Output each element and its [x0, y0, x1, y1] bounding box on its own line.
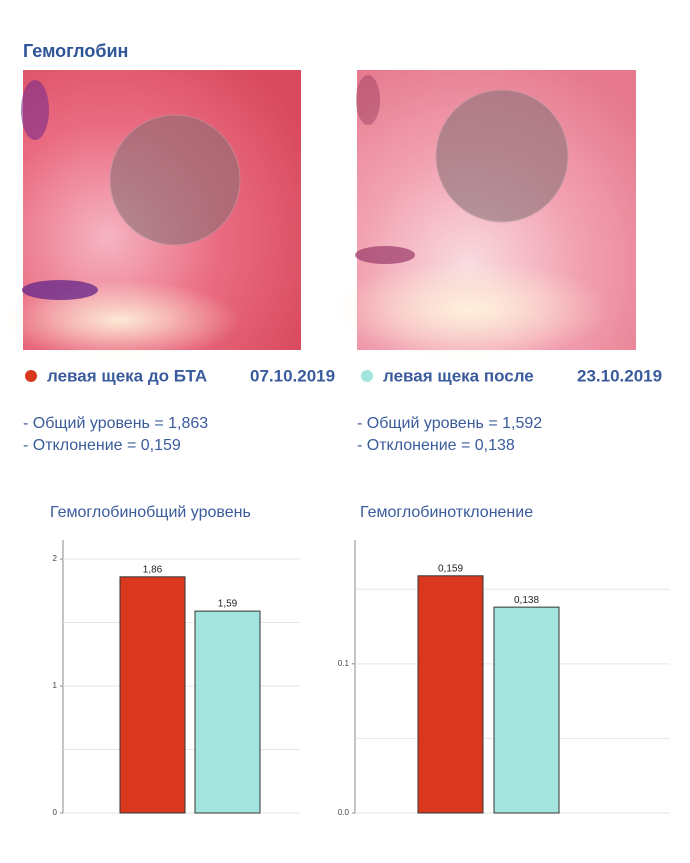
- chart-title: Гемоглобинобщий уровень: [50, 504, 251, 521]
- photo-before: [0, 70, 301, 360]
- y-tick-label: 0.0: [338, 808, 350, 817]
- date: 23.10.2019: [577, 366, 662, 385]
- y-tick-label: 1: [53, 681, 58, 690]
- legend-dot: [25, 370, 37, 382]
- y-tick-label: 0: [53, 808, 58, 817]
- legend-dot: [361, 370, 373, 382]
- stat-line: - Отклонение = 0,159: [23, 437, 181, 454]
- bar: [493, 606, 560, 814]
- title: Гемоглобин: [23, 41, 128, 61]
- value-label: 1,86: [143, 564, 163, 575]
- bar: [194, 610, 261, 814]
- stat-line: - Отклонение = 0,138: [357, 437, 515, 454]
- chart-title: Гемоглобинотклонение: [360, 504, 533, 521]
- stat-line: - Общий уровень = 1,592: [357, 415, 542, 432]
- y-tick-label: 2: [53, 554, 58, 563]
- bar: [417, 575, 484, 814]
- date: 07.10.2019: [250, 366, 335, 385]
- value-label: 1,59: [218, 599, 238, 610]
- stat-line: - Общий уровень = 1,863: [23, 415, 208, 432]
- value-label: 0,138: [514, 595, 539, 606]
- legend-label: левая щека после: [383, 366, 534, 385]
- y-tick-label: 0.1: [338, 659, 350, 668]
- bar: [119, 576, 186, 814]
- photo-after: [330, 70, 636, 360]
- value-label: 0,159: [438, 563, 463, 574]
- legend-label: левая щека до БТА: [47, 366, 207, 385]
- charts: Гемоглобинобщий уровень 0 1 2 1,86 1,59 Гемогл…: [50, 504, 670, 817]
- panels: левая щека до БТА 07.10.2019 - Общий урове…: [23, 366, 662, 454]
